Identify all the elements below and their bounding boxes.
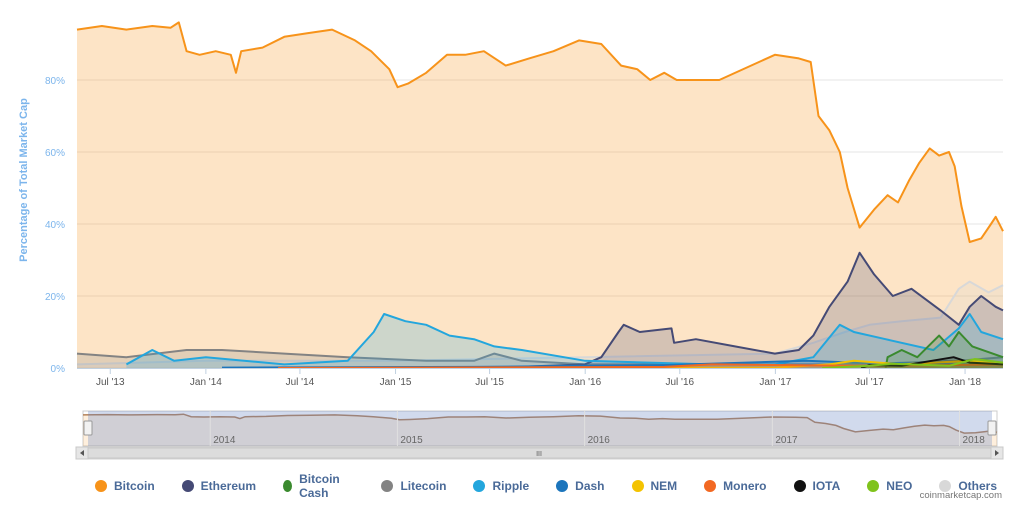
navigator[interactable]: 2014 2015 2016 2017 2018 III	[75, 410, 1004, 460]
legend-marker-icon	[939, 480, 952, 492]
legend-label: NEO	[886, 479, 913, 493]
legend-label: Others	[958, 479, 997, 493]
navigator-line	[82, 413, 998, 434]
series-neo[interactable]	[822, 358, 1004, 369]
navigator-year-label: 2017	[775, 435, 798, 446]
legend-marker-icon	[793, 480, 806, 492]
x-tick-label: Jul '13	[96, 377, 125, 388]
navigator-handle-right[interactable]	[987, 420, 997, 436]
series-area	[77, 281, 1003, 368]
x-tick-label: Jan '14	[190, 377, 222, 388]
x-tick-label: Jul '16	[665, 377, 694, 388]
legend-marker-icon	[283, 480, 293, 492]
y-axis-title: Percentage of Total Market Cap	[18, 98, 30, 262]
series-ethereum[interactable]	[508, 251, 1004, 369]
scroll-right-arrow-icon	[995, 450, 999, 456]
x-tick-label: Jan '17	[759, 377, 791, 388]
x-tick-label: Jan '18	[949, 377, 981, 388]
legend-marker-icon	[95, 480, 107, 492]
scroll-left-arrow-icon	[80, 450, 84, 456]
series-line	[76, 21, 1004, 243]
x-tick-label: Jan '15	[380, 377, 412, 388]
legend-marker-icon	[473, 480, 486, 492]
navigator-year-label: 2015	[400, 435, 423, 446]
legend-label: Bitcoin	[114, 479, 155, 493]
series-area	[861, 357, 1003, 368]
x-tick-label: Jul '17	[855, 377, 884, 388]
series-area	[77, 22, 1003, 369]
navigator-handle-left[interactable]	[83, 420, 93, 436]
navigator-year-label: 2016	[588, 435, 611, 446]
navigator-year-label: 2018	[963, 435, 986, 446]
x-tick-label: Jan '16	[569, 377, 601, 388]
legend-item-iota[interactable]: IOTA	[793, 479, 841, 493]
legend-label: Litecoin	[400, 479, 447, 493]
legend-label: Monero	[723, 479, 767, 493]
series-area	[822, 359, 1003, 368]
legend-label: Ripple	[492, 479, 530, 493]
x-tick-label: Jul '15	[475, 377, 504, 388]
navigator-selection[interactable]	[88, 411, 992, 446]
series-line	[508, 251, 1004, 369]
legend-label: Bitcoin Cash	[299, 472, 340, 500]
series-line	[822, 358, 1004, 369]
legend-marker-icon	[381, 480, 394, 492]
legend-item-ethereum[interactable]: Ethereum	[181, 479, 257, 493]
legend-marker-icon	[556, 480, 569, 492]
legend-marker-icon	[631, 480, 644, 492]
legend-label: Ethereum	[200, 479, 257, 493]
series-bitcoin[interactable]	[76, 21, 1004, 369]
legend-item-nem[interactable]: NEM	[631, 479, 678, 493]
legend-item-neo[interactable]: NEO	[867, 479, 912, 493]
chart-svg: 0% 20% 40% 60% 80% Jul '13 Jan '14 Jul '14 Jan '…	[18, 21, 1004, 460]
legend-marker-icon	[181, 480, 194, 492]
legend-item-others[interactable]: Others	[939, 479, 997, 493]
x-tick-label: Jul '14	[286, 377, 315, 388]
navigator-year-label: 2014	[213, 435, 236, 446]
y-tick-label: 60%	[45, 148, 65, 159]
y-tick-label: 20%	[45, 292, 65, 303]
legend-label: NEM	[650, 479, 678, 493]
legend-marker-icon	[867, 480, 880, 492]
series-area	[278, 364, 1004, 368]
y-tick-label: 0%	[51, 364, 66, 375]
legend-item-bitcoin[interactable]: Bitcoin	[95, 479, 155, 493]
legend-item-bitcoin-cash[interactable]: Bitcoin Cash	[283, 472, 354, 500]
legend-item-monero[interactable]: Monero	[704, 479, 767, 493]
y-tick-label: 40%	[45, 220, 65, 231]
navigator-area	[83, 414, 997, 446]
legend: Bitcoin Ethereum Bitcoin Cash Litecoin Rippl…	[95, 472, 1024, 500]
legend-item-ripple[interactable]: Ripple	[473, 479, 529, 493]
legend-item-dash[interactable]: Dash	[556, 479, 605, 493]
scrollbar-grip-icon: III	[536, 451, 542, 458]
legend-item-litecoin[interactable]: Litecoin	[381, 479, 446, 493]
plot-area[interactable]	[76, 21, 1004, 369]
series-line	[884, 331, 1004, 369]
legend-label: Dash	[575, 479, 605, 493]
y-tick-label: 80%	[45, 76, 65, 87]
credit-link[interactable]: coinmarketcap.com	[919, 490, 1002, 501]
axes: 0% 20% 40% 60% 80% Jul '13 Jan '14 Jul '14 Jan '…	[45, 76, 1003, 388]
legend-label: IOTA	[812, 479, 841, 493]
legend-marker-icon	[704, 480, 717, 492]
